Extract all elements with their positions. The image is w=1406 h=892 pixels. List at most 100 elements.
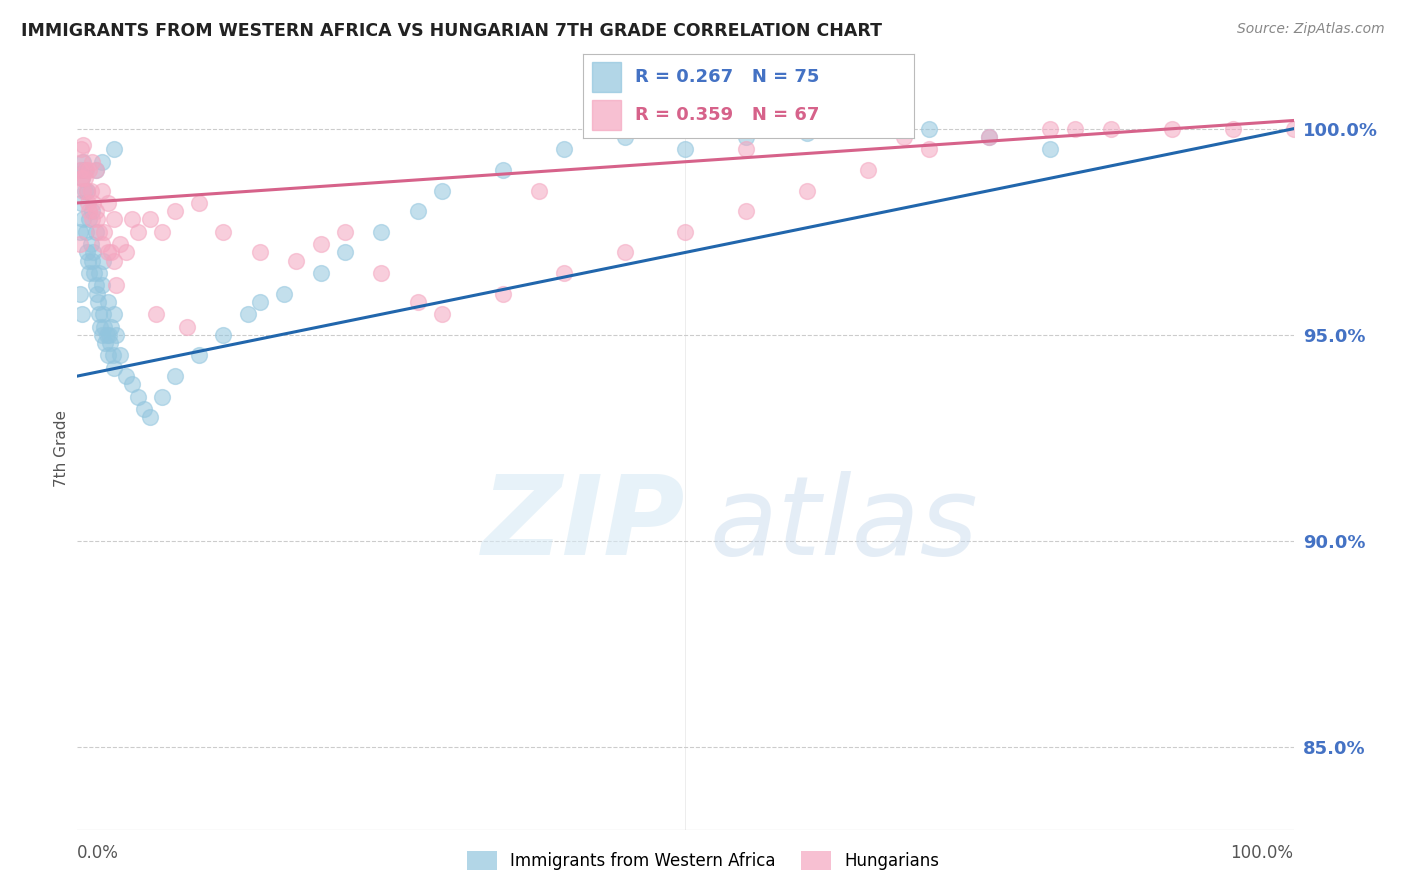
Point: [103, 212, 125, 227]
Point: [73, 184, 96, 198]
Point: [163, 369, 186, 384]
Point: [69, 163, 91, 178]
Text: IMMIGRANTS FROM WESTERN AFRICA VS HUNGARIAN 7TH GRADE CORRELATION CHART: IMMIGRANTS FROM WESTERN AFRICA VS HUNGAR…: [21, 22, 882, 40]
Y-axis label: 7th Grade: 7th Grade: [53, 409, 69, 487]
Point: [79, 266, 101, 280]
Point: [84, 225, 107, 239]
Point: [70, 171, 93, 186]
Point: [553, 142, 575, 156]
Point: [89, 307, 111, 321]
Text: 0.0%: 0.0%: [77, 844, 120, 862]
Point: [87, 294, 110, 309]
Point: [1161, 121, 1184, 136]
Point: [108, 349, 131, 363]
Point: [309, 266, 332, 280]
Point: [309, 237, 332, 252]
Point: [103, 142, 125, 156]
Point: [1063, 121, 1085, 136]
Point: [84, 163, 107, 178]
Point: [139, 410, 162, 425]
Point: [249, 294, 271, 309]
Point: [1039, 142, 1062, 156]
Point: [188, 349, 211, 363]
Point: [735, 142, 758, 156]
Point: [70, 154, 93, 169]
Point: [89, 266, 111, 280]
Text: atlas: atlas: [710, 471, 979, 578]
Point: [90, 278, 112, 293]
Point: [918, 142, 941, 156]
Bar: [592, 62, 621, 92]
Point: [86, 212, 108, 227]
Point: [103, 307, 125, 321]
Point: [82, 196, 104, 211]
Point: [163, 204, 186, 219]
Point: [76, 184, 98, 198]
Point: [80, 184, 103, 198]
Point: [84, 163, 107, 178]
Point: [212, 225, 235, 239]
Text: 100.0%: 100.0%: [1230, 844, 1294, 862]
Point: [72, 154, 94, 169]
Point: [77, 196, 100, 211]
Point: [84, 278, 107, 293]
Point: [72, 138, 94, 153]
Point: [273, 286, 295, 301]
Point: [430, 184, 453, 198]
Point: [80, 154, 103, 169]
Point: [70, 196, 93, 211]
Point: [121, 212, 143, 227]
Point: [79, 204, 101, 219]
Point: [115, 245, 138, 260]
Point: [84, 204, 107, 219]
Point: [430, 307, 453, 321]
Point: [94, 336, 117, 351]
Point: [97, 327, 120, 342]
Point: [103, 360, 125, 375]
Point: [1039, 121, 1062, 136]
Point: [406, 204, 429, 219]
Point: [735, 130, 758, 145]
Point: [93, 319, 115, 334]
Legend: Immigrants from Western Africa, Hungarians: Immigrants from Western Africa, Hungaria…: [460, 844, 946, 877]
Point: [152, 225, 174, 239]
Point: [236, 307, 259, 321]
Point: [675, 142, 697, 156]
Point: [70, 171, 93, 186]
Point: [70, 171, 93, 186]
Point: [69, 225, 91, 239]
Point: [69, 237, 91, 252]
Text: R = 0.267   N = 75: R = 0.267 N = 75: [634, 68, 820, 86]
Point: [918, 121, 941, 136]
Point: [115, 369, 138, 384]
Point: [98, 336, 121, 351]
Point: [613, 130, 636, 145]
Point: [796, 184, 818, 198]
Point: [97, 245, 120, 260]
Point: [90, 237, 112, 252]
Text: Source: ZipAtlas.com: Source: ZipAtlas.com: [1237, 22, 1385, 37]
Point: [103, 253, 125, 268]
Point: [613, 245, 636, 260]
Point: [127, 225, 149, 239]
Point: [101, 349, 124, 363]
Point: [152, 390, 174, 404]
Point: [77, 253, 100, 268]
Point: [100, 245, 122, 260]
Point: [285, 253, 308, 268]
Point: [90, 154, 112, 169]
Point: [69, 286, 91, 301]
Point: [89, 319, 111, 334]
Point: [105, 327, 128, 342]
Point: [856, 163, 879, 178]
Point: [72, 184, 94, 198]
Point: [76, 184, 98, 198]
Point: [91, 253, 114, 268]
Point: [90, 327, 112, 342]
Point: [127, 390, 149, 404]
Point: [80, 237, 103, 252]
Point: [979, 130, 1001, 145]
Point: [1222, 121, 1244, 136]
Point: [249, 245, 271, 260]
Point: [86, 286, 108, 301]
